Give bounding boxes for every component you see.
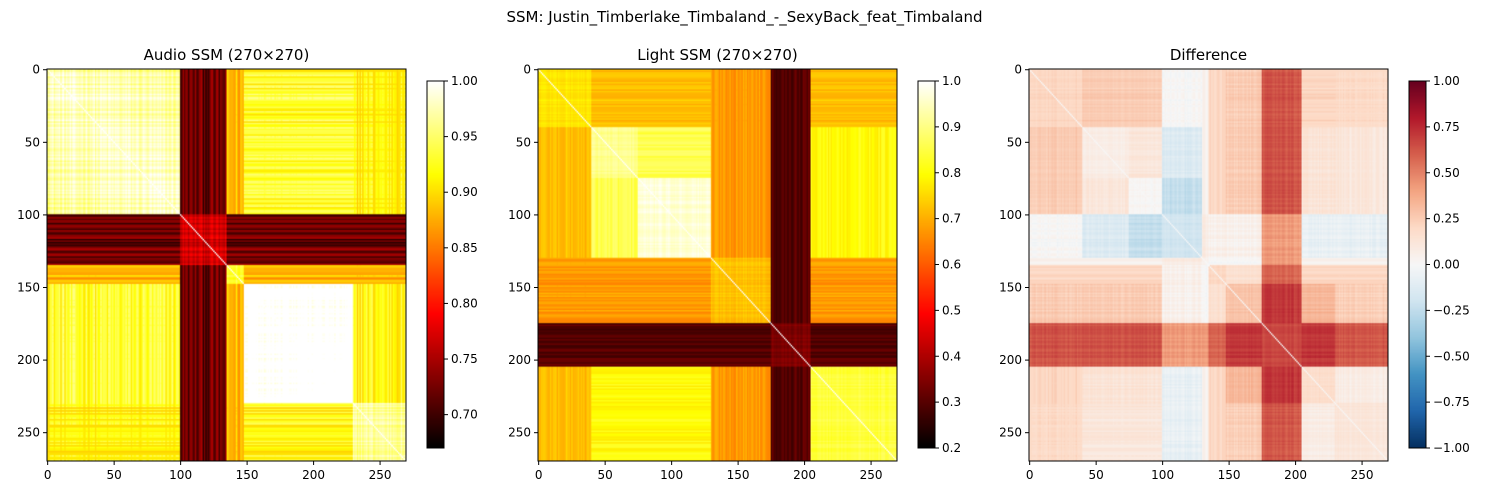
figure-suptitle: SSM: Justin_Timberlake_Timbaland_-_SexyB… bbox=[506, 8, 982, 27]
audio-x-tick-label: 0 bbox=[44, 468, 52, 482]
difference-x-tick-label: 0 bbox=[1026, 468, 1034, 482]
audio-colorbar-ticks: 0.70 0.75 0.80 0.85 0.90 0.95 1.00 bbox=[444, 74, 478, 422]
difference-colorbar-tick-label: −0.50 bbox=[1433, 349, 1470, 363]
audio-colorbar-tick-label: 0.90 bbox=[451, 185, 478, 199]
light-heatmap bbox=[538, 69, 897, 461]
difference-colorbar-tick-label: 0.75 bbox=[1433, 120, 1460, 134]
audio-panel: Audio SSM (270×270) 0 50 100 150 200 250 0 50 10… bbox=[17, 46, 478, 482]
light-y-tick-label: 250 bbox=[508, 426, 531, 440]
light-axes-frame bbox=[537, 68, 898, 462]
light-colorbar-tick-label: 0.9 bbox=[942, 120, 961, 134]
difference-colorbar-tick-label: 0.25 bbox=[1433, 212, 1460, 226]
light-x-tick-label: 150 bbox=[727, 468, 750, 482]
difference-colorbar-tick-label: −1.00 bbox=[1433, 441, 1470, 455]
light-x-tick-label: 100 bbox=[660, 468, 683, 482]
audio-x-tick-label: 50 bbox=[107, 468, 122, 482]
light-y-tick-label: 0 bbox=[523, 63, 531, 77]
difference-panel: Difference 0 50 100 150 200 250 0 50 100 150 200 25… bbox=[999, 46, 1470, 482]
difference-colorbar-tick-label: 0.50 bbox=[1433, 166, 1460, 180]
light-x-tick-label: 200 bbox=[793, 468, 816, 482]
light-y-tick-label: 100 bbox=[508, 208, 531, 222]
light-axis-ticks: 0 50 100 150 200 250 0 50 100 150 200 250 bbox=[508, 63, 882, 482]
audio-colorbar-tick-label: 1.00 bbox=[451, 74, 478, 88]
audio-colorbar-tick-label: 0.70 bbox=[451, 408, 478, 422]
light-x-tick-label: 50 bbox=[598, 468, 613, 482]
difference-y-tick-label: 0 bbox=[1014, 63, 1022, 77]
light-y-tick-label: 200 bbox=[508, 353, 531, 367]
audio-heatmap bbox=[47, 69, 406, 461]
audio-colorbar-tick-label: 0.85 bbox=[451, 241, 478, 255]
difference-x-tick-label: 150 bbox=[1218, 468, 1241, 482]
difference-y-tick-label: 250 bbox=[999, 426, 1022, 440]
audio-y-tick-label: 0 bbox=[32, 63, 40, 77]
difference-x-tick-label: 200 bbox=[1284, 468, 1307, 482]
light-x-tick-label: 250 bbox=[860, 468, 883, 482]
difference-x-tick-label: 100 bbox=[1151, 468, 1174, 482]
audio-y-tick-label: 250 bbox=[17, 426, 40, 440]
difference-panel-title: Difference bbox=[1170, 46, 1247, 64]
difference-x-tick-label: 250 bbox=[1351, 468, 1374, 482]
light-colorbar bbox=[918, 81, 935, 448]
audio-axis-ticks: 0 50 100 150 200 250 0 50 100 150 200 250 bbox=[17, 63, 391, 482]
difference-colorbar-ticks: −1.00 −0.75 −0.50 −0.25 0.00 0.25 0.50 0.75 1.00 bbox=[1426, 74, 1470, 455]
light-x-tick-label: 0 bbox=[535, 468, 543, 482]
light-colorbar-tick-label: 0.2 bbox=[942, 441, 961, 455]
difference-axis-ticks: 0 50 100 150 200 250 0 50 100 150 200 250 bbox=[999, 63, 1373, 482]
difference-colorbar-tick-label: −0.75 bbox=[1433, 395, 1470, 409]
audio-x-tick-label: 100 bbox=[169, 468, 192, 482]
light-colorbar-tick-label: 0.6 bbox=[942, 258, 961, 272]
difference-y-tick-label: 50 bbox=[1007, 135, 1022, 149]
audio-y-tick-label: 50 bbox=[25, 135, 40, 149]
audio-x-tick-label: 250 bbox=[369, 468, 392, 482]
audio-panel-title: Audio SSM (270×270) bbox=[144, 46, 310, 64]
audio-y-tick-label: 150 bbox=[17, 281, 40, 295]
difference-colorbar-tick-label: 1.00 bbox=[1433, 74, 1460, 88]
light-colorbar-tick-label: 0.4 bbox=[942, 349, 961, 363]
light-y-tick-label: 50 bbox=[516, 135, 531, 149]
light-colorbar-tick-label: 1.0 bbox=[942, 74, 961, 88]
light-colorbar-tick-label: 0.5 bbox=[942, 303, 961, 317]
light-colorbar-tick-label: 0.8 bbox=[942, 166, 961, 180]
audio-y-tick-label: 200 bbox=[17, 353, 40, 367]
difference-colorbar-tick-label: 0.00 bbox=[1433, 258, 1460, 272]
audio-colorbar-tick-label: 0.95 bbox=[451, 130, 478, 144]
audio-axes-frame bbox=[46, 68, 407, 462]
audio-y-tick-label: 100 bbox=[17, 208, 40, 222]
difference-y-tick-label: 100 bbox=[999, 208, 1022, 222]
difference-y-tick-label: 150 bbox=[999, 281, 1022, 295]
light-colorbar-tick-label: 0.7 bbox=[942, 212, 961, 226]
audio-x-tick-label: 200 bbox=[302, 468, 325, 482]
difference-heatmap bbox=[1029, 69, 1388, 461]
audio-colorbar-tick-label: 0.80 bbox=[451, 296, 478, 310]
difference-colorbar-tick-label: −0.25 bbox=[1433, 303, 1470, 317]
difference-colorbar bbox=[1409, 81, 1426, 448]
light-y-tick-label: 150 bbox=[508, 281, 531, 295]
audio-x-tick-label: 150 bbox=[236, 468, 259, 482]
light-panel-title: Light SSM (270×270) bbox=[637, 46, 798, 64]
audio-colorbar-tick-label: 0.75 bbox=[451, 352, 478, 366]
light-colorbar-tick-label: 0.3 bbox=[942, 395, 961, 409]
difference-x-tick-label: 50 bbox=[1089, 468, 1104, 482]
light-colorbar-ticks: 0.2 0.3 0.4 0.5 0.6 0.7 0.8 0.9 1.0 bbox=[935, 74, 961, 455]
audio-colorbar bbox=[427, 81, 444, 448]
light-panel: Light SSM (270×270) 0 50 100 150 200 250 0 50 10… bbox=[508, 46, 961, 482]
difference-axes-frame bbox=[1028, 68, 1389, 462]
audio-colorbar-frame bbox=[426, 80, 445, 449]
difference-y-tick-label: 200 bbox=[999, 353, 1022, 367]
